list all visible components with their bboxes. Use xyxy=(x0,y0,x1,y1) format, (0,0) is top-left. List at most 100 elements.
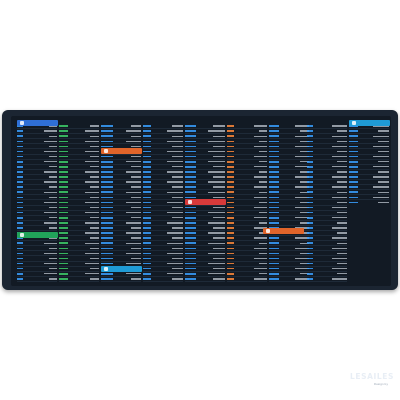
shortcut-row xyxy=(349,170,389,175)
shortcut-row xyxy=(59,277,99,282)
shortcut-row xyxy=(59,216,99,221)
shortcut-row xyxy=(307,149,347,155)
shortcut-key xyxy=(227,211,234,214)
shortcut-description xyxy=(259,150,267,153)
shortcut-description xyxy=(337,242,347,244)
shortcut-row xyxy=(101,272,141,277)
shortcut-key xyxy=(269,237,279,239)
shortcut-row xyxy=(59,262,99,267)
shortcut-description xyxy=(44,140,57,143)
shortcut-row xyxy=(185,190,225,196)
shortcut-row xyxy=(59,134,99,140)
shortcut-key xyxy=(101,130,113,132)
shortcut-key xyxy=(59,278,68,280)
shortcut-key xyxy=(17,186,23,188)
shortcut-key xyxy=(307,135,313,138)
shortcut-row xyxy=(269,195,309,201)
shortcut-key xyxy=(269,272,279,275)
shortcut-row xyxy=(143,185,183,191)
shortcut-row xyxy=(101,246,141,252)
shortcut-key xyxy=(307,130,313,132)
shortcut-key xyxy=(17,247,23,250)
shortcut-row xyxy=(269,211,309,216)
shortcut-key xyxy=(307,216,313,219)
shortcut-row xyxy=(143,231,183,237)
shortcut-description xyxy=(126,252,141,255)
shortcut-row xyxy=(59,236,99,242)
shortcut-row xyxy=(101,236,141,242)
shortcut-description xyxy=(337,150,347,153)
shortcut-row xyxy=(59,170,99,175)
shortcut-description xyxy=(295,166,309,168)
shortcut-key xyxy=(143,222,151,224)
shortcut-row xyxy=(185,124,225,130)
shortcut-description xyxy=(332,237,347,239)
shortcut-row xyxy=(307,256,347,262)
shortcut-row xyxy=(307,206,347,211)
shortcut-row xyxy=(227,190,267,196)
shortcut-row xyxy=(307,144,347,150)
shortcut-key xyxy=(349,186,358,188)
shortcut-description xyxy=(49,206,57,209)
shortcut-description xyxy=(131,278,141,280)
shortcut-description xyxy=(332,125,347,127)
shortcut-description xyxy=(208,211,225,214)
shortcut-row xyxy=(227,165,267,170)
shortcut-key xyxy=(269,125,279,127)
shortcut-key xyxy=(227,247,234,250)
shortcut-description xyxy=(300,232,309,234)
shortcut-row xyxy=(185,256,225,262)
shortcut-row xyxy=(143,262,183,267)
shortcut-key xyxy=(185,166,196,168)
shortcut-row xyxy=(227,155,267,160)
shortcut-row xyxy=(227,134,267,140)
shortcut-row xyxy=(185,272,225,277)
shortcut-key xyxy=(59,125,68,127)
shortcut-description xyxy=(332,145,347,148)
shortcut-row xyxy=(185,175,225,181)
shortcut-row xyxy=(101,221,141,226)
shortcut-description xyxy=(49,176,57,178)
shortcut-key xyxy=(269,145,279,148)
shortcut-key xyxy=(17,196,23,199)
shortcut-description xyxy=(131,247,141,249)
shortcut-description xyxy=(373,125,389,127)
shortcut-description xyxy=(131,135,141,137)
shortcut-key xyxy=(59,186,68,188)
shortcut-description xyxy=(172,247,183,249)
shortcut-key xyxy=(269,242,279,244)
shortcut-key xyxy=(143,227,151,229)
shortcut-key xyxy=(269,278,279,280)
brand-logo: LESAILES xyxy=(350,372,395,381)
shortcut-description xyxy=(300,181,309,183)
shortcut-key xyxy=(349,176,358,178)
shortcut-key xyxy=(307,160,313,163)
shortcut-description xyxy=(332,227,347,229)
shortcut-key xyxy=(269,222,279,224)
shortcut-row xyxy=(59,246,99,252)
shortcut-description xyxy=(49,145,57,148)
shortcut-row xyxy=(143,241,183,247)
shortcut-key xyxy=(143,135,151,138)
shortcut-key xyxy=(59,216,68,219)
shortcut-description xyxy=(213,186,225,188)
shortcut-row xyxy=(185,251,225,257)
shortcut-description xyxy=(378,201,389,204)
shortcut-row xyxy=(307,195,347,201)
shortcut-row xyxy=(269,160,309,165)
shortcut-description xyxy=(300,201,309,204)
shortcut-description xyxy=(332,166,347,168)
shortcut-key xyxy=(143,130,151,132)
shortcut-row xyxy=(17,165,57,170)
shortcut-description xyxy=(49,125,57,127)
shortcut-row xyxy=(59,139,99,145)
shortcut-description xyxy=(373,135,389,137)
shortcut-column xyxy=(143,124,183,282)
shortcut-description xyxy=(44,273,57,275)
shortcut-key xyxy=(101,160,113,163)
shortcut-row xyxy=(227,129,267,135)
shortcut-row xyxy=(101,180,141,186)
shortcut-key xyxy=(59,176,68,178)
shortcut-row xyxy=(269,185,309,191)
shortcut-key xyxy=(143,155,151,158)
